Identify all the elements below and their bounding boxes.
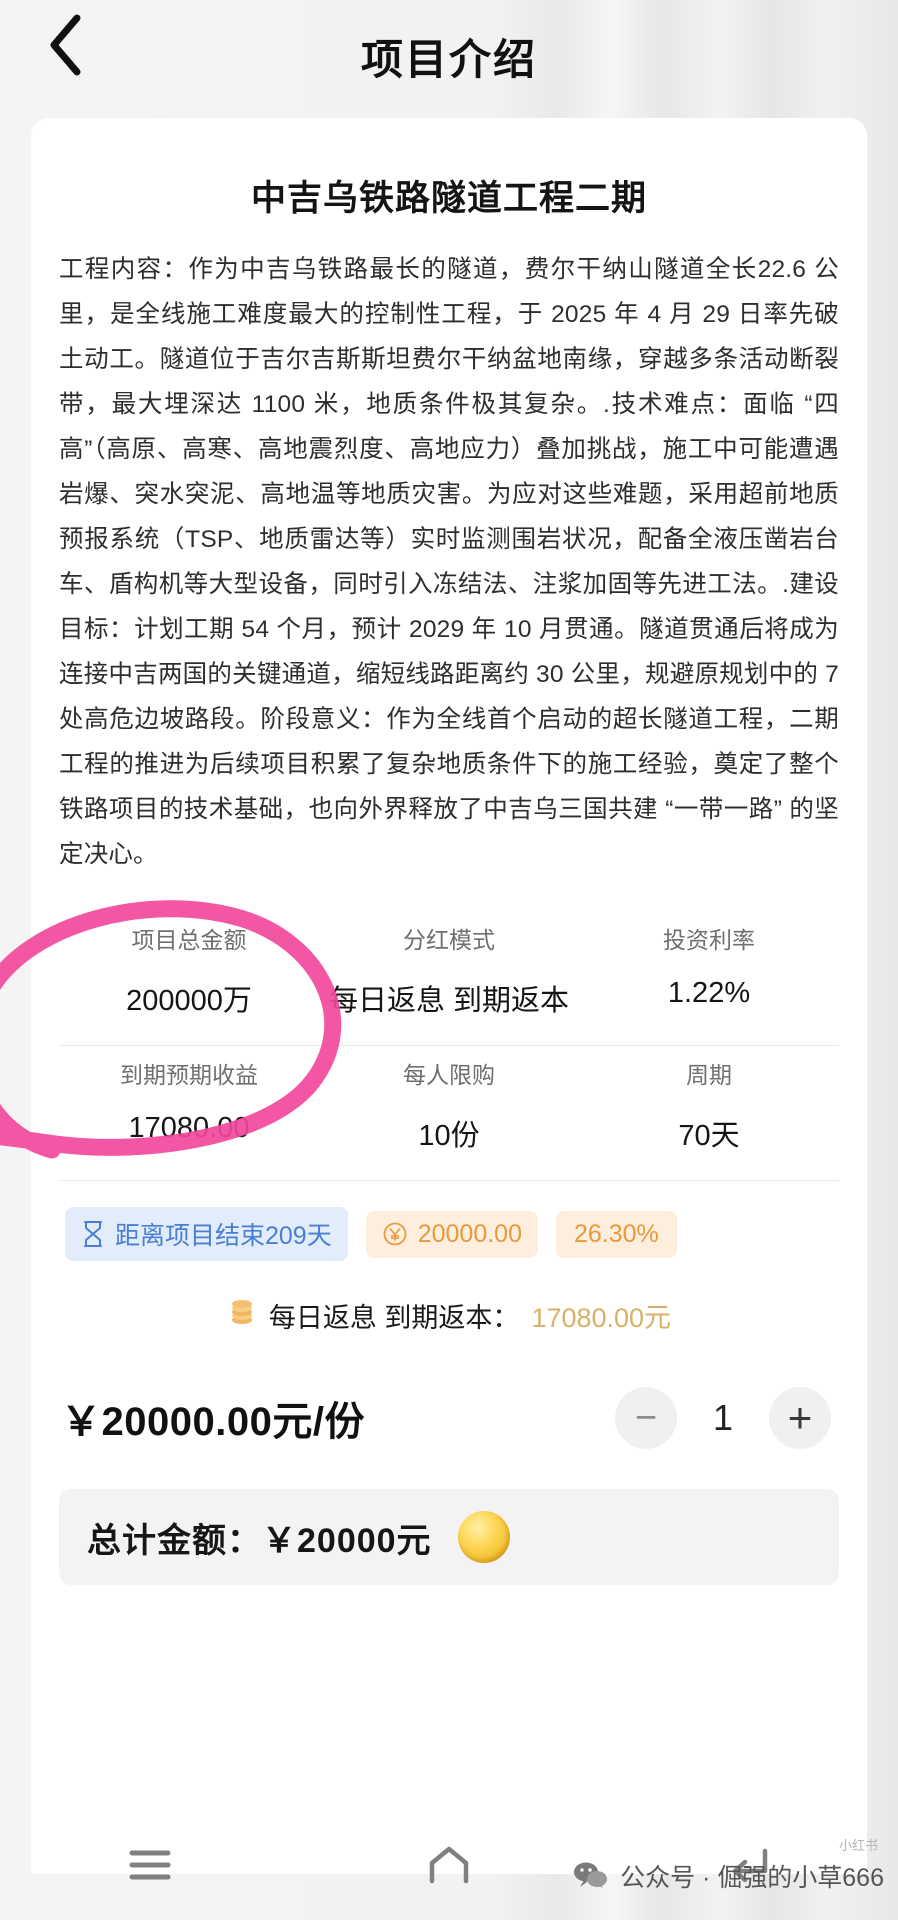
wechat-icon	[572, 1860, 610, 1893]
stats-divider-1	[59, 1045, 839, 1046]
stat-label: 分红模式	[403, 927, 495, 953]
chevron-left-icon	[45, 14, 85, 76]
badge-label: 20000.00	[417, 1219, 522, 1248]
project-description: 工程内容：作为中吉乌铁路最长的隧道，费尔干纳山隧道全长22.6 公里，是全线施工…	[59, 256, 839, 868]
stats-row-2: 到期预期收益 17080.00 每人限购 10份 周期 70天	[59, 1046, 839, 1178]
page-title: 项目介绍	[360, 35, 537, 83]
stat-total-amount: 项目总金额 200000万	[59, 911, 319, 1043]
badge-label: 26.30%	[574, 1219, 659, 1248]
return-amount: 17080.00元	[531, 1302, 672, 1333]
stat-label: 每人限购	[403, 1062, 495, 1088]
badge-unit-amount: 20000.00	[365, 1210, 538, 1258]
content-card: 中吉乌铁路隧道工程二期 工程内容：作为中吉乌铁路最长的隧道，费尔干纳山隧道全长2…	[31, 118, 867, 1874]
stat-value: 70天	[678, 1120, 740, 1152]
stats-divider-2	[59, 1180, 839, 1181]
stat-value: 200000万	[126, 985, 252, 1017]
hourglass-icon	[81, 1220, 105, 1248]
stat-label: 投资利率	[663, 927, 755, 953]
increase-quantity-button[interactable]: +	[769, 1387, 831, 1449]
channel-watermark: 公众号 · 倔强的小草666	[572, 1858, 884, 1894]
return-info: 每日返息 到期返本： 17080.00元	[59, 1295, 839, 1335]
decrease-quantity-button[interactable]: −	[615, 1387, 677, 1449]
stat-purchase-limit: 每人限购 10份	[319, 1046, 579, 1178]
stat-interest-rate: 投资利率 1.22%	[579, 911, 839, 1043]
corner-watermark: 小红书	[838, 1838, 878, 1853]
quantity-stepper: − 1 +	[615, 1387, 831, 1449]
stat-label: 周期	[686, 1062, 732, 1088]
menu-icon[interactable]	[90, 1848, 210, 1882]
stat-label: 到期预期收益	[120, 1062, 258, 1088]
project-title: 中吉乌铁路隧道工程二期	[250, 179, 647, 218]
total-amount-label: 总计金额：￥20000元	[87, 1521, 432, 1560]
home-icon[interactable]	[389, 1845, 509, 1885]
badge-label: 距离项目结束209天	[115, 1222, 332, 1250]
stat-value: 17080.00	[128, 1112, 250, 1144]
stat-dividend-mode: 分红模式 每日返息 到期返本	[319, 911, 579, 1043]
stats-row-1: 项目总金额 200000万 分红模式 每日返息 到期返本 投资利率 1.22%	[59, 911, 839, 1043]
coin-stack-icon	[227, 1295, 257, 1335]
gold-coin-icon	[457, 1511, 510, 1563]
return-label: 每日返息 到期返本：	[268, 1302, 520, 1333]
stat-value: 每日返息 到期返本	[328, 985, 570, 1017]
price-row: ￥20000.00元/份 − 1 +	[59, 1387, 839, 1449]
stat-expected-income: 到期预期收益 17080.00	[59, 1046, 319, 1178]
stat-period: 周期 70天	[579, 1046, 839, 1178]
stats-grid: 项目总金额 200000万 分红模式 每日返息 到期返本 投资利率 1.22% …	[59, 911, 839, 1181]
badge-row: 距离项目结束209天 20000.00 26.30%	[59, 1207, 839, 1261]
app-header: 项目介绍	[0, 0, 898, 112]
badge-countdown: 距离项目结束209天	[65, 1207, 348, 1261]
unit-price: ￥20000.00元/份	[61, 1400, 365, 1444]
badge-percent: 26.30%	[556, 1210, 677, 1258]
stat-value: 1.22%	[667, 977, 751, 1009]
system-navbar	[0, 1810, 898, 1920]
back-button[interactable]	[30, 10, 100, 80]
quantity-value[interactable]: 1	[712, 1397, 734, 1438]
stat-value: 10份	[418, 1120, 480, 1152]
stat-label: 项目总金额	[131, 927, 247, 953]
total-amount-bar: 总计金额：￥20000元	[59, 1489, 839, 1585]
yuan-circle-icon	[382, 1221, 408, 1247]
back-arrow-icon[interactable]	[688, 1845, 808, 1885]
watermark-text: 公众号 · 倔强的小草666	[620, 1864, 884, 1892]
